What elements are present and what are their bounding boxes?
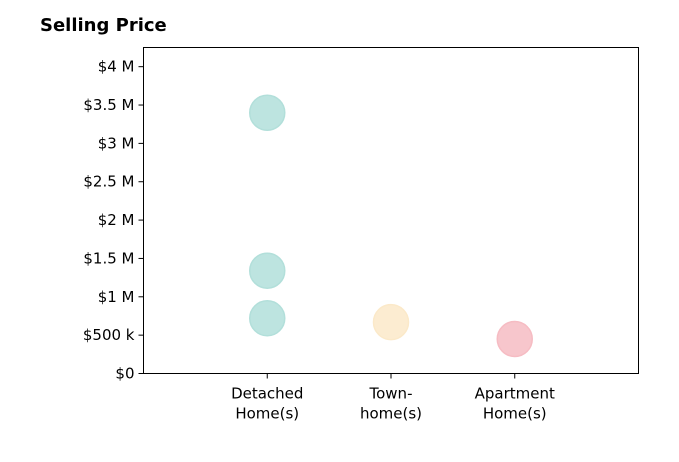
x-tick-label: Apartment Home(s)	[475, 385, 555, 423]
data-point	[249, 252, 286, 289]
y-tick-label: $2.5 M	[83, 173, 134, 191]
x-tick-label: Town-home(s)	[360, 385, 422, 423]
y-tick-label: $1 M	[98, 288, 135, 306]
data-point	[372, 303, 410, 341]
data-point	[249, 94, 286, 131]
chart-title: Selling Price	[40, 15, 167, 36]
y-tick-label: $3.5 M	[83, 96, 134, 114]
y-tick-label: $2 M	[98, 211, 135, 229]
y-tick-label: $1.5 M	[83, 249, 134, 267]
plot-frame	[143, 47, 639, 374]
y-tick-label: $500 k	[83, 326, 135, 344]
y-axis: $0 $500 k $1 M $1.5 M $2 M $2.5 M $3 M $3.5 M $4…	[83, 58, 144, 383]
data-point	[496, 320, 533, 358]
y-tick-label: $4 M	[98, 58, 135, 76]
x-tick-label: Detached Home(s)	[231, 385, 303, 423]
y-tick-label: $3 M	[98, 134, 135, 152]
data-point	[249, 300, 286, 337]
x-axis: Detached Home(s) Town-home(s) Apartment Home…	[231, 373, 555, 423]
y-tick-label: $0	[115, 365, 134, 383]
scatter-points	[249, 94, 533, 358]
